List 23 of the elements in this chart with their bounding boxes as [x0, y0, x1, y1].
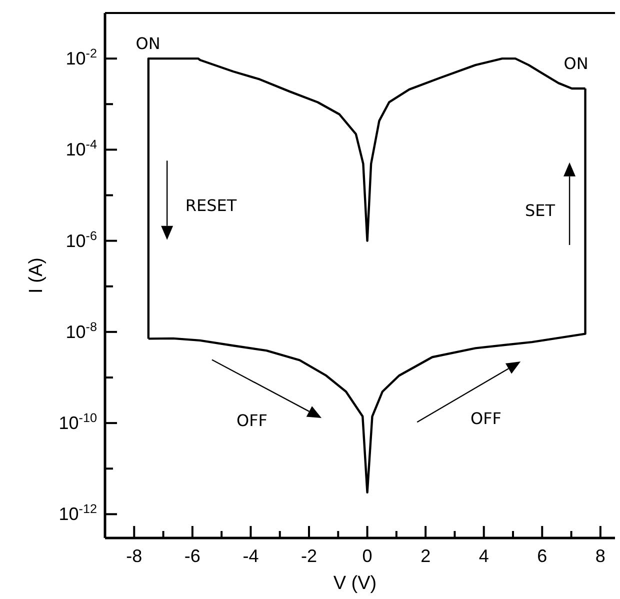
annotation: RESET	[185, 196, 237, 215]
annotation: OFF	[236, 411, 268, 430]
annotation: ON	[564, 54, 588, 73]
y-tick-label: 10$^{-12}$	[58, 502, 97, 524]
x-tick-label: 0	[362, 546, 372, 566]
x-tick-label: -6	[184, 546, 200, 566]
y-tick-label: 10$^{-10}$	[58, 411, 97, 434]
y-tick-label: 10$^{-6}$	[66, 228, 97, 251]
y-axis-title: I (A)	[26, 258, 47, 294]
y-tick-label: 10$^{-8}$	[66, 320, 97, 342]
y-tick-label: 10$^{-4}$	[66, 138, 97, 160]
x-axis-title: V (V)	[333, 573, 377, 594]
annotation: OFF	[470, 409, 502, 428]
x-tick-label: 4	[478, 546, 489, 566]
x-tick-label: 2	[420, 546, 431, 566]
x-tick-label: 6	[537, 546, 548, 566]
x-tick-label: -4	[242, 546, 259, 566]
annotation: SET	[524, 201, 556, 220]
x-tick-label: -8	[126, 546, 142, 566]
annotation: ON	[136, 34, 160, 53]
y-tick-label: 10$^{-2}$	[66, 46, 97, 69]
x-tick-label: 8	[595, 546, 606, 566]
x-tick-label: -2	[300, 546, 318, 566]
